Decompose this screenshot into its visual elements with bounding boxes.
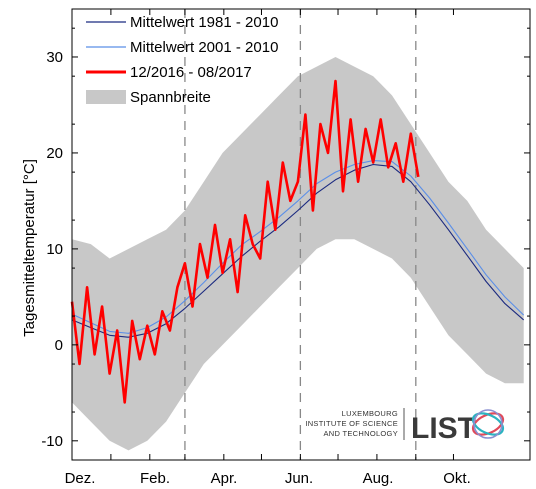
x-tick-label: Okt.	[443, 470, 471, 487]
y-tick-label: 20	[46, 145, 63, 162]
y-tick-label: -10	[41, 433, 63, 450]
plot-frame	[71, 8, 531, 461]
y-axis-title: Tagesmitteltemperatur [°C]	[21, 159, 38, 337]
x-tick-label: Feb.	[140, 470, 170, 487]
logo-line-2: INSTITUTE OF SCIENCE	[305, 419, 398, 428]
x-tick-label: Aug.	[363, 470, 394, 487]
legend-label: 12/2016 - 08/2017	[130, 64, 252, 81]
logo-line-3: AND TECHNOLOGY	[324, 429, 399, 438]
range-band	[72, 57, 524, 451]
x-tick-label: Apr.	[211, 470, 238, 487]
legend-label: Spannbreite	[130, 89, 211, 106]
x-tick-label: Jun.	[285, 470, 313, 487]
series-line-1	[71, 163, 525, 338]
y-tick-label: 10	[46, 241, 63, 258]
axes: -10 0 10 20 30 Dez. Feb. Apr. Jun. Aug. Okt.	[41, 8, 531, 487]
legend-label: Mittelwert 1981 - 2010	[130, 14, 278, 31]
series-lines	[70, 79, 525, 404]
y-tick-label: 0	[55, 337, 63, 354]
logo-wordmark: LIST	[411, 412, 476, 445]
list-logo: LUXEMBOURG INSTITUTE OF SCIENCE AND TECH…	[305, 408, 505, 445]
month-boundary-lines	[184, 9, 417, 460]
range-band-area	[72, 57, 524, 451]
y-tick-label: 30	[46, 49, 63, 66]
series-line-3	[70, 79, 420, 404]
x-tick-label: Dez.	[65, 470, 96, 487]
legend-label: Mittelwert 2001 - 2010	[130, 39, 278, 56]
legend: Mittelwert 1981 - 2010 Mittelwert 2001 - …	[86, 14, 278, 106]
logo-line-1: LUXEMBOURG	[342, 409, 398, 418]
logo-rings-icon	[471, 409, 505, 439]
legend-swatch-band	[86, 90, 126, 104]
